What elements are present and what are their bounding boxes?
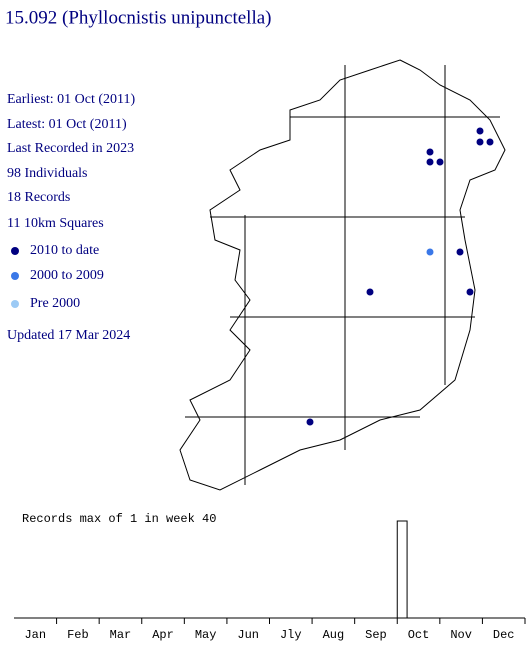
ireland-outline <box>179 59 506 491</box>
histogram-title: Records max of 1 in week 40 <box>22 512 216 526</box>
month-label: Aug <box>323 628 345 642</box>
month-label: Mar <box>110 628 132 642</box>
month-label: Nov <box>450 628 472 642</box>
legend: 2010 to date 2000 to 2009 Pre 2000 <box>11 243 104 311</box>
stats: Earliest: 01 Oct (2011) Latest: 01 Oct (2… <box>7 92 136 231</box>
legend-label: Pre 2000 <box>30 296 80 311</box>
stat: 18 Records <box>7 190 70 205</box>
legend-label: 2000 to 2009 <box>30 268 104 283</box>
month-label: Sep <box>365 628 387 642</box>
legend-dot <box>11 272 19 280</box>
month-label: May <box>195 628 217 642</box>
page-title: 15.092 (Phyllocnistis unipunctella) <box>5 7 272 28</box>
legend-label: 2010 to date <box>30 243 99 258</box>
histogram: Jan Feb Mar Apr May Jun Jly Aug Sep Oct Nov Dec <box>14 520 526 642</box>
updated: Updated 17 Mar 2024 <box>7 328 130 343</box>
stat: 11 10km Squares <box>7 216 104 231</box>
stat: 98 Individuals <box>7 166 88 181</box>
histogram-bar <box>396 520 408 619</box>
month-label: Jly <box>280 628 302 642</box>
stat: Latest: 01 Oct (2011) <box>7 117 127 132</box>
map <box>179 59 506 491</box>
month-label: Oct <box>408 628 430 642</box>
month-label: Apr <box>152 628 174 642</box>
month-label: Dec <box>493 628 515 642</box>
legend-dot <box>11 300 19 308</box>
record-dots <box>306 127 494 426</box>
month-label: Jun <box>237 628 259 642</box>
legend-dot <box>11 247 19 255</box>
stat: Earliest: 01 Oct (2011) <box>7 92 136 107</box>
grid <box>185 65 500 485</box>
stat: Last Recorded in 2023 <box>7 141 134 156</box>
month-label: Feb <box>67 628 89 642</box>
month-label: Jan <box>24 628 46 642</box>
